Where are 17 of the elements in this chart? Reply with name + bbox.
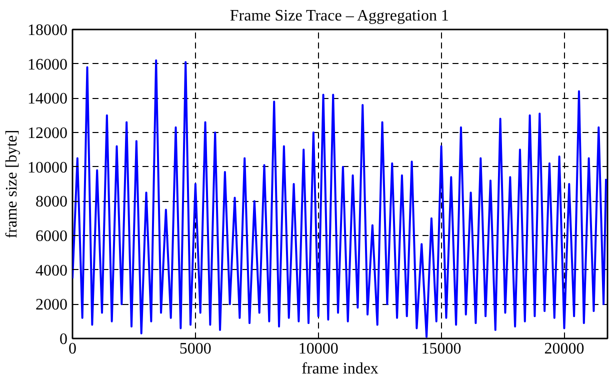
x-tick-label: 20000 [544,340,584,358]
y-tick-label: 10000 [28,159,68,176]
y-tick-label: 6000 [36,228,68,245]
x-tick-label: 15000 [421,340,462,358]
y-tick-label: 18000 [28,22,68,39]
line-series [72,59,608,338]
y-tick-label: 8000 [36,194,68,211]
y-tick-label: 4000 [36,262,68,280]
y-tick-label: 14000 [28,90,68,108]
y-tick-label: 2000 [36,296,68,314]
x-tick-label: 10000 [298,340,338,358]
x-axis-title: frame index [302,360,378,378]
y-tick-label: 16000 [28,56,68,74]
y-axis-title: frame size [byte] [4,130,20,238]
x-tick-label: 5000 [179,340,212,358]
chart-title: Frame Size Trace – Aggregation 1 [230,8,449,24]
y-tick-label: 12000 [28,125,68,142]
